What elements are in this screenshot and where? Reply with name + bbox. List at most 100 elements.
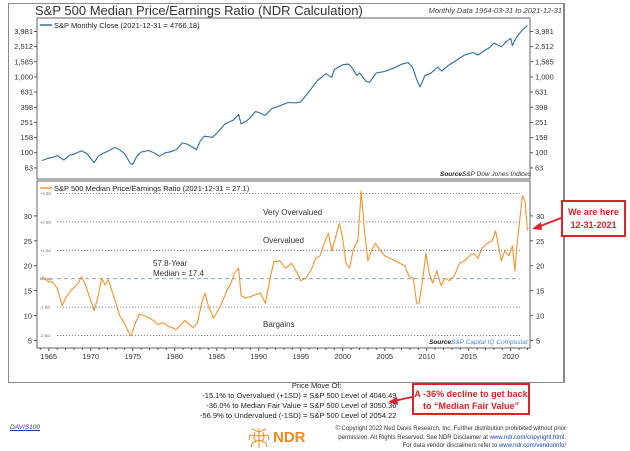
ndr-logo-text: NDR (273, 429, 306, 446)
upper-ytick-label-right: 1,585 (535, 57, 554, 66)
zone-very-overvalued: Very Overvalued (263, 208, 322, 217)
upper-legend-label: S&P Monthly Close (2021-12-31 = 4766.18) (54, 21, 200, 30)
reference-line-label: -2 SD (40, 333, 50, 338)
price-move-line: -15.1% to Overvalued (+1SD) = S&P 500 Le… (202, 391, 397, 400)
ndr-logo-icon (248, 428, 270, 448)
xtick-label: 2015 (460, 352, 477, 361)
median-annotation-line2: Median = 17.4 (153, 269, 204, 278)
chart-code-link[interactable]: DAVIS100 (10, 424, 40, 431)
chart-frame (8, 3, 565, 383)
sp500-series-line (41, 25, 528, 166)
lower-ytick-label-left: 20 (24, 262, 32, 271)
xtick-label: 1985 (208, 352, 225, 361)
callout-current-line2: 12-31-2021 (570, 220, 617, 230)
xtick-label: 1995 (292, 352, 309, 361)
upper-ytick-label-left: 2,512 (14, 42, 33, 51)
reference-line-label: Median (40, 276, 53, 281)
upper-plot-area (36, 17, 531, 180)
upper-ytick-label-right: 63 (535, 163, 543, 172)
xtick-label: 2010 (418, 352, 435, 361)
copyright-line2: permission. All Rights Reserved. See NDR… (320, 434, 566, 443)
reference-line-label: -1 SD (40, 305, 50, 310)
lower-ytick-label-right: 10 (536, 312, 544, 321)
upper-ytick-label-right: 398 (535, 103, 548, 112)
lower-yaxis-right: 5 10 15 20 25 30 (530, 212, 544, 346)
upper-ytick-label-left: 100 (20, 148, 33, 157)
reference-line-label: +2 SD (40, 219, 51, 224)
reference-line-label: +3 SD (40, 191, 51, 196)
upper-ytick-label-left: 63 (25, 163, 33, 172)
lower-ytick-label-left: 30 (24, 212, 32, 221)
xtick-label: 1980 (166, 352, 183, 361)
lower-legend-label: S&P 500 Median Price/Earnings Ratio (202… (54, 184, 250, 193)
zone-overvalued: Overvalued (263, 236, 304, 245)
callout-arrow-decline (388, 396, 413, 405)
upper-ytick-label-right: 158 (535, 133, 548, 142)
x-axis: 1965 1970 1975 1980 1985 1990 1995 2000 2005 2010… (39, 348, 528, 361)
xtick-label: 1965 (40, 352, 57, 361)
upper-ytick-label-left: 158 (20, 133, 33, 142)
upper-ytick-label-left: 398 (20, 103, 33, 112)
upper-ytick-label-right: 100 (535, 148, 548, 157)
upper-panel: S&P Monthly Close (2021-12-31 = 4766.18)… (14, 17, 554, 180)
upper-ytick-label-left: 3,981 (14, 27, 33, 36)
median-annotation-line1: 57.8-Year (153, 259, 188, 268)
xtick-label: 1975 (124, 352, 141, 361)
pe-series-line (41, 190, 528, 337)
xtick-label: 2000 (334, 352, 351, 361)
xtick-label: 2020 (502, 352, 519, 361)
upper-ytick-label-right: 1,000 (535, 72, 554, 81)
xtick-label: 1970 (82, 352, 99, 361)
upper-ytick-label-right: 251 (535, 118, 548, 127)
lower-source-label: Source: (429, 339, 453, 346)
lower-yaxis-left: 5 10 15 20 25 30 (24, 212, 37, 346)
upper-source-label: Source: (440, 171, 464, 178)
callout-current-position: We are here 12-31-2021 (561, 200, 626, 237)
upper-ytick-label-right: 631 (535, 88, 548, 97)
lower-source-text: S&P Capital IQ Compustat (451, 339, 529, 346)
lower-ytick-label-left: 25 (24, 237, 32, 246)
upper-ytick-label-right: 3,981 (535, 27, 554, 36)
lower-ytick-label-left: 15 (24, 287, 32, 296)
price-move-block: Price Move Of: -15.1% to Overvalued (+1S… (200, 381, 396, 421)
copyright-line3: For data vendor disclaimers refer to www… (320, 442, 566, 451)
lower-ytick-label-right: 20 (536, 262, 544, 271)
chart-title: S&P 500 Median Price/Earnings Ratio (NDR… (35, 3, 363, 18)
lower-ytick-label-right: 5 (536, 337, 540, 346)
callout-decline-line1: A -36% decline to get back (414, 389, 528, 399)
vendor-info-link[interactable]: www.ndr.com/vendorinfo/ (498, 443, 566, 449)
callout-arrow-current (532, 217, 562, 230)
lower-ytick-label-right: 25 (536, 237, 544, 246)
copyright-line1: © Copyright 2022 Ned Davis Research, Inc… (335, 426, 566, 432)
price-move-line: -56.9% to Undervalued (-1SD) = S&P 500 L… (200, 411, 397, 420)
lower-ytick-label-right: 30 (536, 212, 544, 221)
lower-ytick-label-right: 15 (536, 287, 544, 296)
upper-ytick-label-left: 1,585 (14, 57, 33, 66)
lower-ytick-label-left: 5 (28, 337, 32, 346)
upper-yaxis-right: 3,981 2,512 1,585 1,000 631 398 251 158 100 63 (530, 27, 554, 172)
lower-ytick-label-left: 10 (24, 312, 32, 321)
upper-ytick-label-left: 251 (20, 118, 33, 127)
copyright-line2-text: permission. All Rights Reserved. See NDR… (338, 434, 490, 441)
copyright-link[interactable]: www.ndr.com/copyright.html. (489, 434, 566, 441)
chart-subtitle: Monthly Data 1964-03-31 to 2021-12-31 (428, 6, 562, 15)
copyright-notice: © Copyright 2022 Ned Davis Research, Inc… (320, 425, 566, 451)
xtick-label: 2005 (376, 352, 393, 361)
xtick-label: 1990 (250, 352, 267, 361)
callout-current-line1: We are here (568, 207, 619, 217)
reference-line-label: +1 SD (40, 248, 51, 253)
price-move-line: -36.0% to Median Fair Value = S&P 500 Le… (206, 401, 397, 410)
callout-decline-line2: to “Median Fair Value” (422, 401, 520, 411)
upper-ytick-label-left: 631 (20, 88, 33, 97)
reference-lines: +3 SD +2 SD +1 SD Median -1 SD -2 SD (40, 191, 520, 338)
copyright-line3-text: For data vendor disclaimers refer to (402, 443, 499, 449)
upper-yaxis-left: 3,981 2,512 1,585 1,000 631 398 251 158 100 63 (14, 27, 37, 172)
upper-source-text: S&P Dow Jones Indices (462, 171, 532, 178)
callout-decline: A -36% decline to get back to “Median Fa… (412, 383, 530, 415)
ndr-logo: NDR (246, 426, 326, 450)
upper-ytick-label-left: 1,000 (14, 72, 33, 81)
lower-panel: S&P 500 Median Price/Earnings Ratio (202… (24, 180, 544, 361)
price-move-header: Price Move Of: (291, 381, 342, 390)
zone-bargains: Bargains (263, 320, 295, 329)
upper-ytick-label-right: 2,512 (535, 42, 554, 51)
